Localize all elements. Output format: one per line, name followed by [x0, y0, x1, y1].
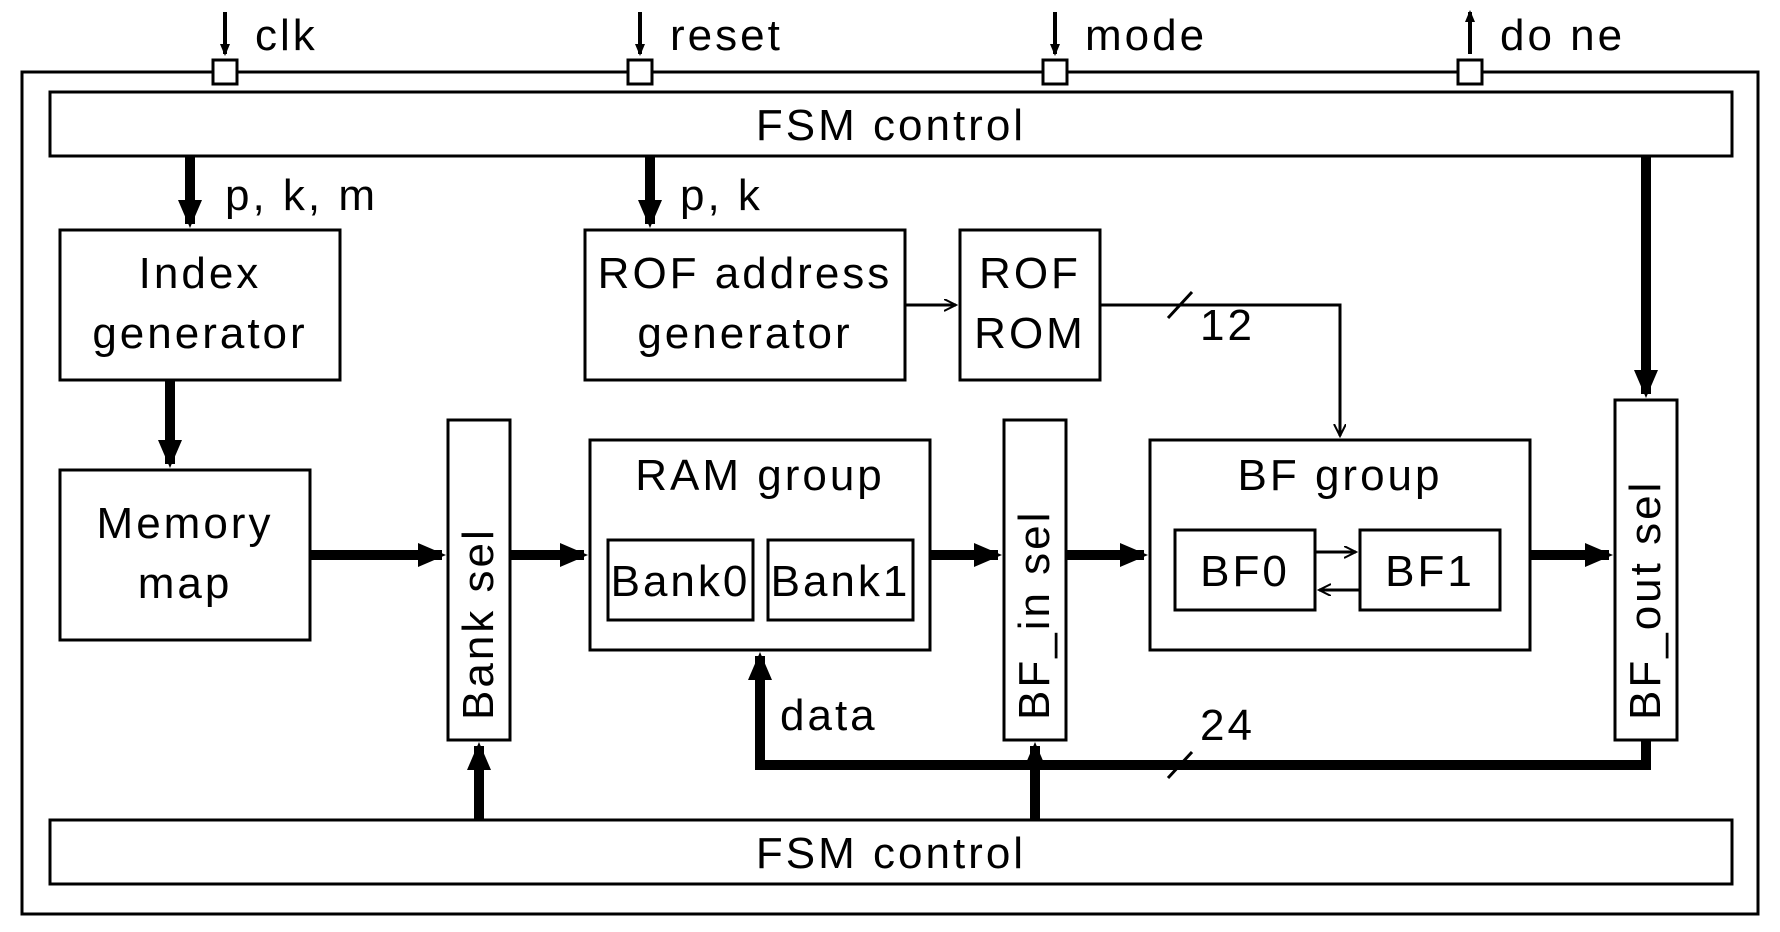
- bf_out_sel: BF_out sel: [1615, 400, 1677, 740]
- bf-group-label: BF group: [1238, 451, 1443, 500]
- signal-label-pkm: p, k, m: [225, 171, 378, 220]
- bank_sel: Bank sel: [448, 420, 510, 740]
- signal-label-data: data: [780, 691, 878, 740]
- ram-group-label: RAM group: [635, 451, 885, 500]
- fsm_bot: FSM control: [50, 820, 1732, 884]
- bf_in_sel: BF_in sel: [1004, 420, 1066, 740]
- mem-map-label-b: map: [138, 559, 233, 608]
- bf1-label: BF1: [1385, 547, 1475, 596]
- mem-map-label-a: Memory: [97, 499, 274, 548]
- rof_addr: ROF address generator: [585, 230, 905, 380]
- rof_rom: ROF ROM: [960, 230, 1100, 380]
- mem_map: Memory map: [60, 470, 310, 640]
- index-gen-label-a: Index: [139, 249, 262, 298]
- bf0: BF0: [1175, 530, 1315, 610]
- bf-in-sel-label: BF_in sel: [1010, 510, 1059, 720]
- pin-label-mode: mode: [1085, 11, 1207, 60]
- bf0-label: BF0: [1200, 547, 1290, 596]
- rof-rom-label-b: ROM: [974, 309, 1086, 358]
- rof-addr-label-b: generator: [637, 309, 852, 358]
- fsm_top: FSM control: [50, 92, 1732, 156]
- index_gen: Index generator: [60, 230, 340, 380]
- pin-label-done: do ne: [1500, 11, 1625, 60]
- rof-rom-label-a: ROF: [979, 249, 1081, 298]
- index-gen-label-b: generator: [92, 309, 307, 358]
- bank1-label: Bank1: [771, 557, 911, 606]
- bf1: BF1: [1360, 530, 1500, 610]
- block-diagram: clk reset mode do ne FSM control FSM control I…: [0, 0, 1780, 932]
- bank0-label: Bank0: [611, 557, 751, 606]
- bank-sel-label: Bank sel: [454, 527, 503, 720]
- signal-label-pk: p, k: [680, 171, 763, 220]
- bf-out-sel-label: BF_out sel: [1621, 480, 1670, 720]
- fsm-top-label: FSM control: [756, 101, 1026, 150]
- fsm-bot-label: FSM control: [756, 829, 1026, 878]
- bank1: Bank1: [768, 540, 913, 620]
- bank0: Bank0: [608, 540, 753, 620]
- rof-addr-label-a: ROF address: [598, 249, 893, 298]
- pin-label-reset: reset: [670, 11, 783, 60]
- signal-label-bw12: 12: [1200, 301, 1255, 350]
- pin-label-clk: clk: [255, 11, 318, 60]
- signal-label-bw24: 24: [1200, 701, 1255, 750]
